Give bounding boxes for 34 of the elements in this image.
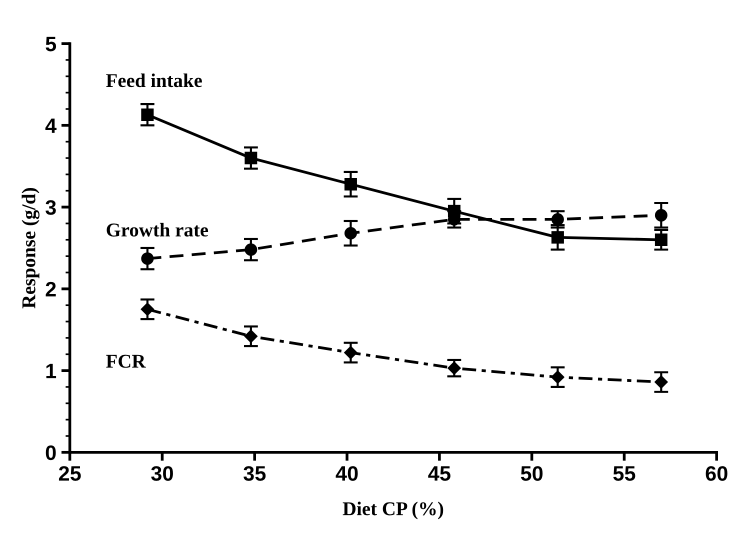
point	[344, 178, 357, 190]
x-tick-label: 35	[244, 466, 266, 481]
text: FCR	[106, 354, 146, 368]
x-tick-label: 25	[58, 466, 81, 481]
point	[244, 152, 258, 164]
point	[654, 209, 668, 222]
x-tick-label: 60	[706, 466, 728, 481]
point	[654, 234, 668, 246]
point	[244, 330, 258, 343]
y-tick-label: 4	[45, 118, 57, 133]
y-tick-label: 2	[46, 282, 56, 296]
y-tick-label: 1	[46, 364, 56, 378]
x-tick-label: 55	[613, 466, 636, 481]
point	[551, 231, 564, 244]
x-tick-label: 40	[336, 466, 358, 481]
y-tick-label: 5	[46, 36, 56, 52]
series-label: Feed intake	[106, 73, 202, 88]
y-tick-label: 3	[46, 200, 56, 215]
point	[244, 243, 258, 256]
y-tick-label: 0	[46, 445, 56, 460]
point	[141, 108, 154, 121]
point	[654, 375, 668, 389]
x-tick-label: 45	[428, 466, 450, 481]
point	[448, 362, 461, 375]
point	[344, 227, 357, 240]
point	[551, 370, 564, 384]
point	[141, 252, 154, 265]
point	[140, 302, 154, 316]
x-tick-label: 50	[520, 466, 543, 481]
point	[344, 346, 358, 360]
x-axis-title: Diet CP (%)	[342, 502, 444, 520]
y-axis-title: Response (g/d)	[22, 188, 40, 308]
x-tick-label: 30	[151, 466, 173, 481]
series-label: Growth rate	[106, 222, 208, 237]
